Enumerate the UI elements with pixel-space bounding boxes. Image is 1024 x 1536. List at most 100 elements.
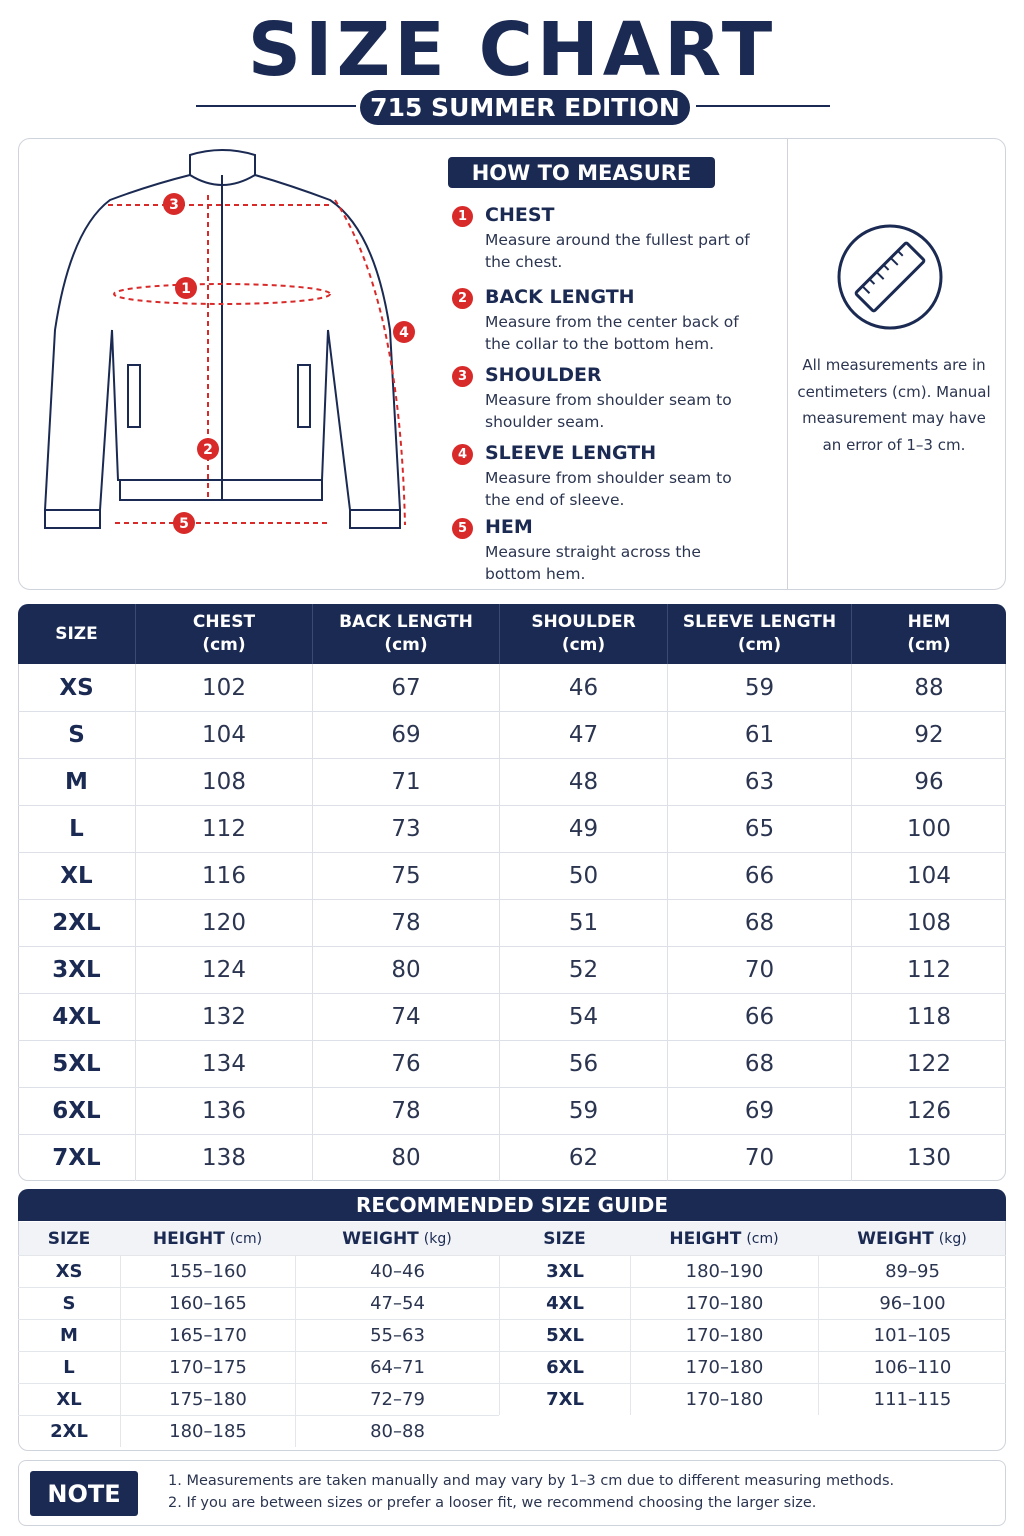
badge-number: 4 (399, 325, 409, 341)
row-line (18, 899, 1006, 900)
row-line (18, 805, 1006, 806)
table-cell: 74 (312, 993, 499, 1040)
guide-cell: 106–110 (818, 1351, 1006, 1383)
table-header: SLEEVE LENGTH (cm) (667, 604, 851, 664)
header-name: BACK LENGTH (339, 612, 473, 632)
table-cell: 116 (135, 852, 312, 899)
table-cell: 75 (312, 852, 499, 899)
guide-header: SIZE (499, 1222, 630, 1255)
guide-cell: 55–63 (295, 1319, 499, 1351)
table-cell: 136 (135, 1087, 312, 1134)
note-line: 2. If you are between sizes or prefer a … (168, 1495, 817, 1511)
header-unit: (cm) (907, 635, 951, 655)
guide-header: WEIGHT (kg) (295, 1222, 499, 1255)
header-unit: (cm) (229, 1230, 263, 1247)
badge (173, 512, 195, 534)
header-unit: (cm) (561, 635, 606, 655)
divider (787, 139, 788, 589)
table-cell: 68 (667, 1040, 851, 1087)
table-header: SIZE (18, 604, 135, 664)
header-name: SIZE (543, 1228, 586, 1249)
guide-cell: 101–105 (818, 1319, 1006, 1351)
guide-cell: 170–175 (120, 1351, 295, 1383)
guide-size: XL (18, 1383, 120, 1415)
row-line (18, 1134, 1006, 1135)
table-cell: 50 (499, 852, 667, 899)
guide-cell: 72–79 (295, 1383, 499, 1415)
guide-size: 5XL (499, 1319, 630, 1351)
table-cell: 51 (499, 899, 667, 946)
guide-size: 2XL (18, 1415, 120, 1447)
size-label: XL (60, 862, 93, 889)
guide-cell: 80–88 (295, 1415, 499, 1447)
size-label: 7XL (52, 1144, 101, 1171)
table-cell: 120 (135, 899, 312, 946)
table-header: SHOULDER (cm) (499, 604, 667, 664)
table-cell: 48 (499, 758, 667, 805)
header-name: SIZE (47, 1228, 91, 1249)
guide-size: 6XL (499, 1351, 630, 1383)
table-cell: 65 (667, 805, 851, 852)
item-name: SHOULDER (485, 364, 602, 386)
guide-size: L (18, 1351, 120, 1383)
header-name: WEIGHT (342, 1228, 419, 1249)
size-label: L (69, 815, 84, 842)
guide-size: 7XL (499, 1383, 630, 1415)
ruler-icon (837, 224, 943, 330)
guide-size: S (18, 1287, 120, 1319)
table-cell: 70 (667, 946, 851, 993)
table-cell: 96 (851, 758, 1006, 805)
item-badge: 1 (452, 206, 473, 227)
table-cell: 66 (667, 852, 851, 899)
badge-number: 1 (181, 281, 191, 297)
header-unit: (cm) (737, 635, 782, 655)
measure-panel (18, 138, 1006, 590)
badge-number: 3 (169, 197, 179, 213)
table-cell: 59 (499, 1087, 667, 1134)
guide-cell: 180–185 (120, 1415, 295, 1447)
table-cell: 118 (851, 993, 1006, 1040)
header-name: CHEST (192, 612, 256, 632)
table-cell: 52 (499, 946, 667, 993)
badge-number: 2 (203, 442, 213, 458)
guide-cell: 96–100 (818, 1287, 1006, 1319)
table-cell: 78 (312, 1087, 499, 1134)
header-unit: (cm) (384, 635, 428, 655)
table-header: CHEST (cm) (135, 604, 312, 664)
header-name: HEIGHT (152, 1228, 225, 1249)
table-cell: 59 (667, 664, 851, 711)
header-unit: (kg) (423, 1230, 452, 1247)
table-cell: 49 (499, 805, 667, 852)
header-unit: (cm) (746, 1230, 779, 1247)
table-cell: 92 (851, 711, 1006, 758)
table-cell: 73 (312, 805, 499, 852)
table-cell: 47 (499, 711, 667, 758)
header-unit: (cm) (202, 635, 246, 655)
guide-cell: 180–190 (630, 1255, 818, 1287)
guide-cell: 170–180 (630, 1319, 818, 1351)
item-description: Measure from shoulder seam to the end of… (485, 469, 732, 509)
subtitle: 715 SUMMER EDITION (360, 90, 690, 125)
table-cell: 122 (851, 1040, 1006, 1087)
size-label: M (65, 768, 88, 795)
table-cell: 112 (135, 805, 312, 852)
rule (696, 105, 830, 107)
guide-size: M (18, 1319, 120, 1351)
guide-cell: 155–160 (120, 1255, 295, 1287)
size-label: 3XL (52, 956, 101, 983)
item-name: CHEST (485, 204, 555, 226)
table-cell: 69 (667, 1087, 851, 1134)
table-header-bg (18, 604, 1006, 664)
guide-size: 4XL (499, 1287, 630, 1319)
size-label: S (68, 721, 85, 748)
guide-size: 3XL (499, 1255, 630, 1287)
guide-cell: 175–180 (120, 1383, 295, 1415)
row-line (18, 852, 1006, 853)
guide-cell: 47–54 (295, 1287, 499, 1319)
size-label: 5XL (52, 1050, 101, 1077)
guide-cell: 165–170 (120, 1319, 295, 1351)
item-badge: 2 (452, 288, 473, 309)
guide-cell: 160–165 (120, 1287, 295, 1319)
table-cell: 66 (667, 993, 851, 1040)
table-cell: 54 (499, 993, 667, 1040)
